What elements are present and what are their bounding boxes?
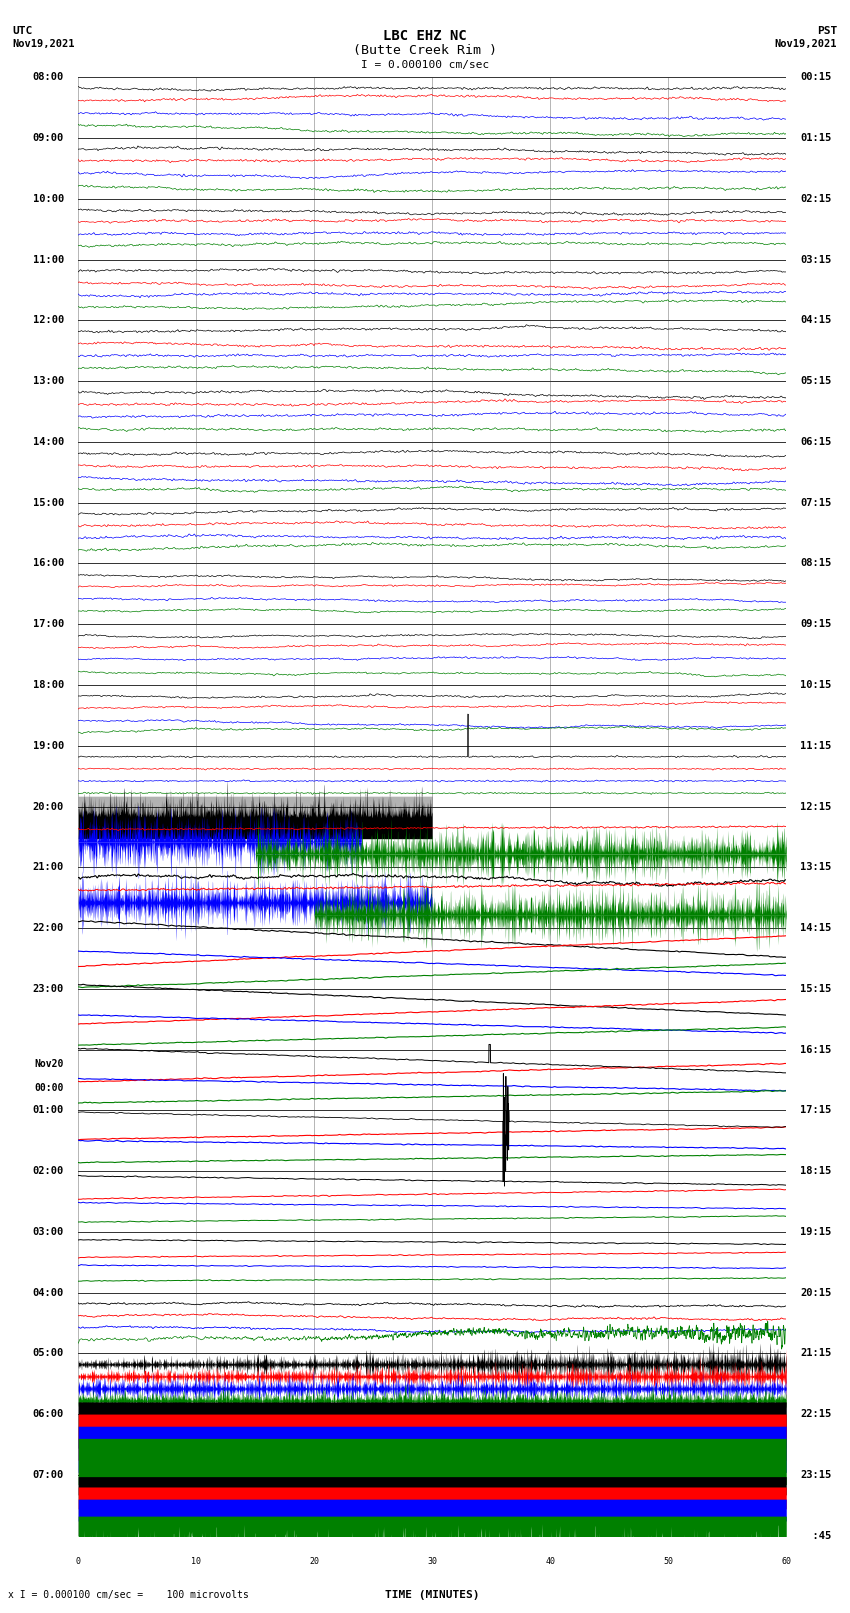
- Text: 19:15: 19:15: [801, 1227, 831, 1237]
- Text: 08:15: 08:15: [801, 558, 831, 568]
- Text: 11:00: 11:00: [33, 255, 64, 265]
- Text: (Butte Creek Rim ): (Butte Creek Rim ): [353, 44, 497, 56]
- Text: 20:15: 20:15: [801, 1287, 831, 1297]
- Text: Nov20: Nov20: [35, 1058, 64, 1069]
- Text: 11:15: 11:15: [801, 740, 831, 750]
- Text: LBC EHZ NC: LBC EHZ NC: [383, 29, 467, 44]
- Text: 05:00: 05:00: [33, 1348, 64, 1358]
- Text: 10:00: 10:00: [33, 194, 64, 203]
- Text: 06:00: 06:00: [33, 1410, 64, 1419]
- Text: 12:15: 12:15: [801, 802, 831, 811]
- Text: 01:00: 01:00: [33, 1105, 64, 1115]
- Text: 07:00: 07:00: [33, 1469, 64, 1479]
- Text: 12:00: 12:00: [33, 316, 64, 326]
- Text: 23:00: 23:00: [33, 984, 64, 994]
- Text: 18:00: 18:00: [33, 681, 64, 690]
- Text: 10: 10: [191, 1557, 201, 1566]
- Text: Nov19,2021: Nov19,2021: [13, 39, 76, 48]
- Text: 22:15: 22:15: [801, 1410, 831, 1419]
- Text: 19:00: 19:00: [33, 740, 64, 750]
- Text: Nov19,2021: Nov19,2021: [774, 39, 837, 48]
- Text: 21:15: 21:15: [801, 1348, 831, 1358]
- Text: 13:15: 13:15: [801, 863, 831, 873]
- Text: 09:15: 09:15: [801, 619, 831, 629]
- Text: 03:15: 03:15: [801, 255, 831, 265]
- Text: TIME (MINUTES): TIME (MINUTES): [385, 1590, 479, 1600]
- Text: 06:15: 06:15: [801, 437, 831, 447]
- Text: UTC: UTC: [13, 26, 33, 35]
- Text: 10:15: 10:15: [801, 681, 831, 690]
- Text: 04:00: 04:00: [33, 1287, 64, 1297]
- Text: 05:15: 05:15: [801, 376, 831, 386]
- Text: 00:15: 00:15: [801, 73, 831, 82]
- Text: 17:00: 17:00: [33, 619, 64, 629]
- Text: 20: 20: [309, 1557, 320, 1566]
- Text: 21:00: 21:00: [33, 863, 64, 873]
- Text: 16:15: 16:15: [801, 1045, 831, 1055]
- Text: 15:00: 15:00: [33, 498, 64, 508]
- Text: 13:00: 13:00: [33, 376, 64, 386]
- Text: 60: 60: [781, 1557, 791, 1566]
- Text: 20:00: 20:00: [33, 802, 64, 811]
- Text: 07:15: 07:15: [801, 498, 831, 508]
- Text: 0: 0: [76, 1557, 81, 1566]
- Text: I = 0.000100 cm/sec: I = 0.000100 cm/sec: [361, 60, 489, 69]
- Text: 04:15: 04:15: [801, 316, 831, 326]
- Text: 14:00: 14:00: [33, 437, 64, 447]
- Text: 30: 30: [428, 1557, 437, 1566]
- Text: 22:00: 22:00: [33, 923, 64, 932]
- Text: 09:00: 09:00: [33, 134, 64, 144]
- Text: 40: 40: [545, 1557, 555, 1566]
- Text: x I = 0.000100 cm/sec =    100 microvolts: x I = 0.000100 cm/sec = 100 microvolts: [8, 1590, 249, 1600]
- Text: 18:15: 18:15: [801, 1166, 831, 1176]
- Text: 08:00: 08:00: [33, 73, 64, 82]
- Text: 00:00: 00:00: [35, 1082, 64, 1094]
- Text: 02:00: 02:00: [33, 1166, 64, 1176]
- Text: PST: PST: [817, 26, 837, 35]
- Text: :45: :45: [801, 1531, 831, 1540]
- Text: 50: 50: [663, 1557, 673, 1566]
- Text: 01:15: 01:15: [801, 134, 831, 144]
- Text: 16:00: 16:00: [33, 558, 64, 568]
- Text: 02:15: 02:15: [801, 194, 831, 203]
- Text: 17:15: 17:15: [801, 1105, 831, 1115]
- Text: 23:15: 23:15: [801, 1469, 831, 1479]
- Text: 15:15: 15:15: [801, 984, 831, 994]
- Text: 03:00: 03:00: [33, 1227, 64, 1237]
- Text: 14:15: 14:15: [801, 923, 831, 932]
